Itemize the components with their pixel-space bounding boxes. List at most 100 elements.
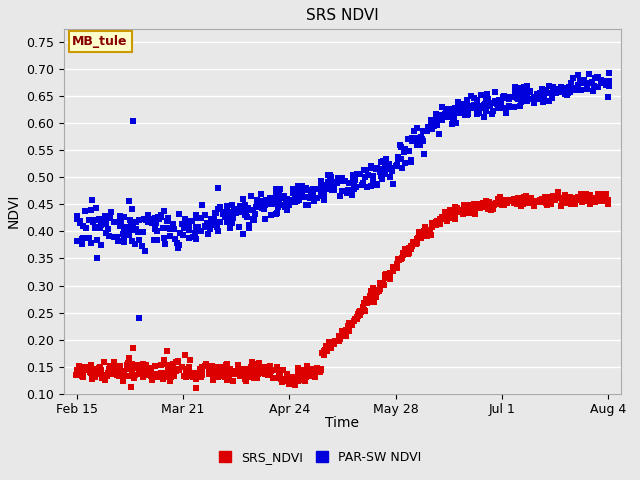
Point xyxy=(582,196,593,204)
Point xyxy=(509,87,520,95)
Point xyxy=(581,197,591,205)
Point xyxy=(248,374,259,382)
Point xyxy=(596,79,606,87)
Point xyxy=(191,223,201,231)
Point xyxy=(415,141,426,149)
Point xyxy=(80,207,90,215)
Point xyxy=(349,181,360,189)
Point xyxy=(543,197,554,204)
Point xyxy=(241,377,251,385)
Point xyxy=(603,81,613,89)
Point xyxy=(72,212,83,219)
Point xyxy=(471,202,481,209)
Point xyxy=(319,196,329,204)
Point xyxy=(596,76,606,84)
Point xyxy=(186,217,196,225)
Point xyxy=(204,367,214,375)
Point xyxy=(513,197,524,205)
Point xyxy=(422,229,432,237)
Point xyxy=(548,84,558,91)
Point xyxy=(521,192,531,200)
Point xyxy=(392,264,402,272)
Point xyxy=(442,216,452,223)
Point xyxy=(234,223,244,230)
Point xyxy=(310,373,321,381)
Point xyxy=(316,366,326,373)
Point xyxy=(189,229,200,237)
Point xyxy=(481,95,491,102)
Point xyxy=(248,215,258,223)
Point xyxy=(72,371,82,379)
Point xyxy=(490,96,500,104)
Point xyxy=(378,170,388,178)
Point xyxy=(138,242,148,250)
Point xyxy=(361,295,371,303)
Point xyxy=(144,366,154,373)
Point xyxy=(177,220,188,228)
Point xyxy=(410,239,420,246)
Point xyxy=(225,225,236,232)
Point xyxy=(434,111,444,119)
Point xyxy=(294,196,304,204)
Point xyxy=(288,185,298,193)
Point xyxy=(74,368,84,376)
Point xyxy=(334,333,344,341)
Point xyxy=(95,224,106,231)
Point xyxy=(522,198,532,206)
Point xyxy=(264,365,275,373)
Point xyxy=(300,372,310,380)
Point xyxy=(279,192,289,199)
Point xyxy=(212,373,222,381)
Point xyxy=(300,370,310,377)
Point xyxy=(406,245,416,252)
Point xyxy=(140,247,150,254)
Point xyxy=(330,178,340,186)
Point xyxy=(460,111,470,119)
Point xyxy=(549,196,559,204)
Point xyxy=(140,215,150,222)
Point xyxy=(72,367,83,374)
Point xyxy=(547,201,557,208)
Point xyxy=(134,314,144,322)
Point xyxy=(118,368,128,376)
Point xyxy=(77,365,88,373)
Point xyxy=(427,125,437,133)
Point xyxy=(488,205,499,213)
Point xyxy=(150,219,160,227)
Point xyxy=(170,358,180,366)
Point xyxy=(378,156,388,164)
Point xyxy=(440,208,450,216)
Point xyxy=(497,201,508,209)
Point xyxy=(434,219,444,227)
Point xyxy=(487,99,497,107)
Point xyxy=(166,373,176,381)
Point xyxy=(196,368,206,375)
Point xyxy=(124,372,134,380)
Point xyxy=(459,108,469,116)
Point xyxy=(412,137,422,144)
Point xyxy=(284,202,294,209)
Point xyxy=(141,216,152,224)
Point xyxy=(538,92,548,100)
Point xyxy=(244,224,254,232)
Point xyxy=(358,300,369,307)
Point xyxy=(412,141,422,149)
Point xyxy=(399,250,409,258)
Point xyxy=(284,198,294,205)
Point xyxy=(204,230,214,238)
Point xyxy=(252,199,262,206)
Point xyxy=(274,370,284,377)
Point xyxy=(530,94,540,102)
Point xyxy=(145,367,156,374)
Point xyxy=(375,279,385,287)
Point xyxy=(237,371,248,378)
Point xyxy=(388,180,398,188)
Point xyxy=(262,371,273,379)
Point xyxy=(540,193,550,201)
Point xyxy=(268,200,278,208)
Point xyxy=(397,252,408,259)
Point xyxy=(519,83,529,91)
Point xyxy=(122,228,132,236)
Point xyxy=(347,191,357,199)
Point xyxy=(230,371,241,378)
